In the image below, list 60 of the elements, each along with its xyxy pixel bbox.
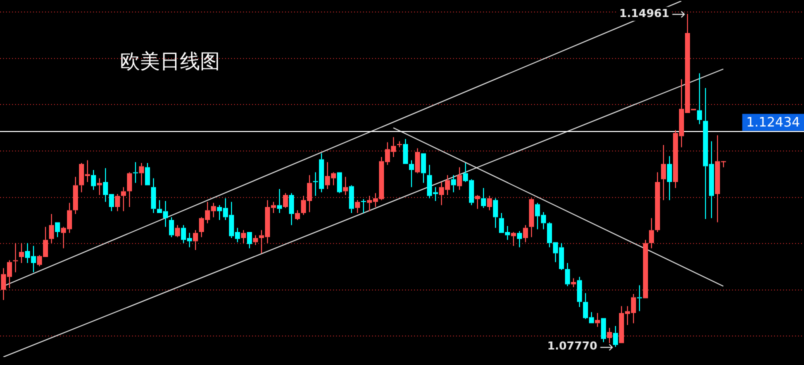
- candlestick: [295, 210, 300, 220]
- annotation: 1.14961: [619, 6, 670, 20]
- candlestick: [145, 162, 150, 186]
- candlestick: [697, 72, 702, 125]
- candlestick: [415, 148, 420, 174]
- candlestick: [649, 218, 654, 249]
- candlestick: [613, 325, 618, 348]
- candlestick: [403, 138, 408, 164]
- candlestick: [115, 194, 120, 212]
- candlestick: [241, 230, 246, 244]
- candlestick: [409, 160, 414, 188]
- candlestick: [175, 224, 180, 238]
- candlestick: [289, 192, 294, 226]
- candlestick: [151, 178, 156, 214]
- candlestick: [661, 144, 666, 201]
- candlestick: [487, 195, 492, 211]
- candlestick: [355, 200, 360, 214]
- candlestick: [475, 194, 480, 210]
- candlestick: [637, 284, 642, 312]
- candlestick: [565, 262, 570, 287]
- candlestick: [523, 224, 528, 243]
- candlestick: [343, 176, 348, 196]
- candlestick: [457, 166, 462, 190]
- candlestick: [133, 162, 138, 184]
- ref-line-label: 1.12434: [746, 115, 800, 130]
- candlestick: [397, 140, 402, 148]
- candlestick: [169, 216, 174, 238]
- candlestick: [529, 198, 534, 238]
- candlestick: [451, 174, 456, 193]
- candlestick: [19, 242, 24, 264]
- annotation: 1.07770: [547, 340, 598, 353]
- candlestick: [361, 198, 366, 214]
- candlestick: [667, 156, 672, 201]
- candlestick: [607, 327, 612, 344]
- candlestick: [511, 232, 516, 246]
- text: 欧美日线图: [120, 49, 220, 74]
- candlestick: [247, 232, 252, 249]
- candlestick: [595, 312, 600, 328]
- candlestick: [283, 192, 288, 208]
- candlestick: [601, 318, 606, 343]
- candlestick: [655, 172, 660, 233]
- candlestick: [49, 213, 54, 244]
- candlestick: [91, 169, 96, 190]
- candlestick: [493, 198, 498, 228]
- candlestick: [139, 162, 144, 186]
- candlestick: [643, 239, 648, 298]
- candlestick: [337, 172, 342, 194]
- candlestick: [277, 188, 282, 214]
- candlestick: [55, 222, 60, 238]
- candlestick: [121, 186, 126, 212]
- candlestick: [253, 234, 258, 246]
- candlestick: [193, 230, 198, 251]
- candlestick: [481, 188, 486, 208]
- candlestick: [577, 276, 582, 308]
- candlestick: [13, 242, 18, 273]
- candlestick: [517, 230, 522, 248]
- candlestick: [349, 184, 354, 214]
- candlestick: [127, 172, 132, 208]
- candlestick: [73, 176, 78, 214]
- candlestick: [571, 278, 576, 288]
